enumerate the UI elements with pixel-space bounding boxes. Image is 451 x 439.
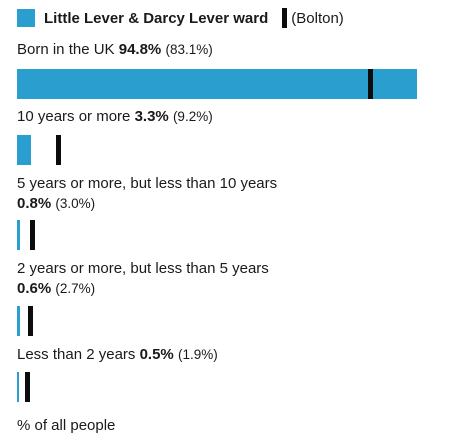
row-compare-value: (3.0%) — [55, 196, 96, 211]
bar-born-in-uk — [17, 69, 418, 99]
row-label-5-to-10-years: 5 years or more, but less than 10 years 0… — [17, 175, 278, 212]
reference-marker-born-in-uk — [367, 69, 373, 99]
row-label-10-years-or-more: 10 years or more 3.3% (9.2%) — [17, 108, 213, 125]
reference-legend-swatch — [282, 8, 288, 28]
row-value: 94.8% — [118, 41, 162, 58]
row-label-born-in-uk: Born in the UK 94.8% (83.1%) — [17, 41, 213, 58]
axis-unit-label: % of all people — [17, 417, 116, 434]
area-legend-swatch — [17, 9, 35, 27]
area-legend-label: Little Lever & Darcy Lever ward — [44, 9, 269, 27]
bar-less-than-2-years — [17, 372, 20, 402]
reference-marker-10-years-or-more — [55, 135, 61, 165]
row-compare-value: (2.7%) — [55, 281, 96, 296]
row-compare-value: (9.2%) — [172, 109, 213, 124]
reference-marker-less-than-2-years — [25, 372, 31, 402]
reference-marker-5-to-10-years — [29, 220, 35, 250]
chart-legend: Little Lever & Darcy Lever ward (Bolton) — [17, 6, 344, 30]
reference-legend-label: (Bolton) — [291, 9, 344, 27]
bar-10-years-or-more — [17, 135, 31, 165]
row-value: 0.8% — [17, 195, 52, 212]
row-compare-value: (1.9%) — [177, 347, 218, 362]
row-label-less-than-2-years: Less than 2 years 0.5% (1.9%) — [17, 346, 218, 363]
row-value: 3.3% — [134, 108, 169, 125]
row-compare-value: (83.1%) — [165, 42, 213, 57]
row-label-2-to-5-years: 2 years or more, but less than 5 years 0.… — [17, 260, 269, 297]
row-value: 0.5% — [139, 346, 174, 363]
row-value: 0.6% — [17, 280, 52, 297]
bar-2-to-5-years — [17, 306, 20, 336]
bar-5-to-10-years — [17, 220, 21, 250]
reference-marker-2-to-5-years — [28, 306, 34, 336]
